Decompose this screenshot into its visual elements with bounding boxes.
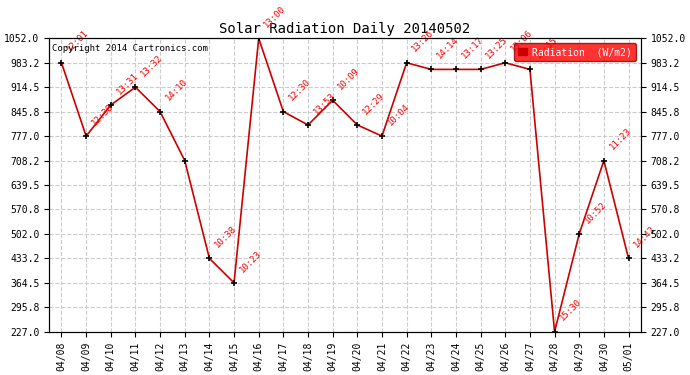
Text: 10:09: 10:09 — [336, 66, 362, 92]
Text: 10:04: 10:04 — [386, 102, 411, 127]
Text: 14:10: 14:10 — [164, 77, 189, 103]
Text: 13:31: 13:31 — [115, 71, 140, 96]
Text: Copyright 2014 Cartronics.com: Copyright 2014 Cartronics.com — [52, 44, 208, 53]
Text: 13:26: 13:26 — [411, 28, 435, 54]
Text: 10:38: 10:38 — [213, 224, 239, 249]
Text: 15:30: 15:30 — [558, 297, 584, 323]
Text: 13:15: 13:15 — [533, 35, 559, 60]
Text: 13:06: 13:06 — [509, 28, 534, 54]
Text: 13:53: 13:53 — [312, 91, 337, 116]
Text: 13:32: 13:32 — [139, 53, 164, 78]
Text: 12:38: 12:38 — [90, 102, 115, 127]
Text: 10:52: 10:52 — [583, 200, 609, 225]
Title: Solar Radiation Daily 20140502: Solar Radiation Daily 20140502 — [219, 22, 471, 36]
Text: 12:29: 12:29 — [361, 91, 386, 116]
Text: 13:17: 13:17 — [460, 35, 485, 60]
Text: 13:25: 13:25 — [484, 35, 510, 60]
Text: 14:14: 14:14 — [435, 35, 460, 60]
Text: 14:42: 14:42 — [632, 224, 658, 249]
Text: 11:23: 11:23 — [608, 126, 633, 152]
Legend: Radiation  (W/m2): Radiation (W/m2) — [514, 43, 636, 61]
Text: 10:23: 10:23 — [238, 249, 263, 274]
Text: 13:00: 13:00 — [262, 4, 288, 29]
Text: 12:01: 12:01 — [65, 28, 90, 54]
Text: 12:30: 12:30 — [287, 77, 313, 103]
